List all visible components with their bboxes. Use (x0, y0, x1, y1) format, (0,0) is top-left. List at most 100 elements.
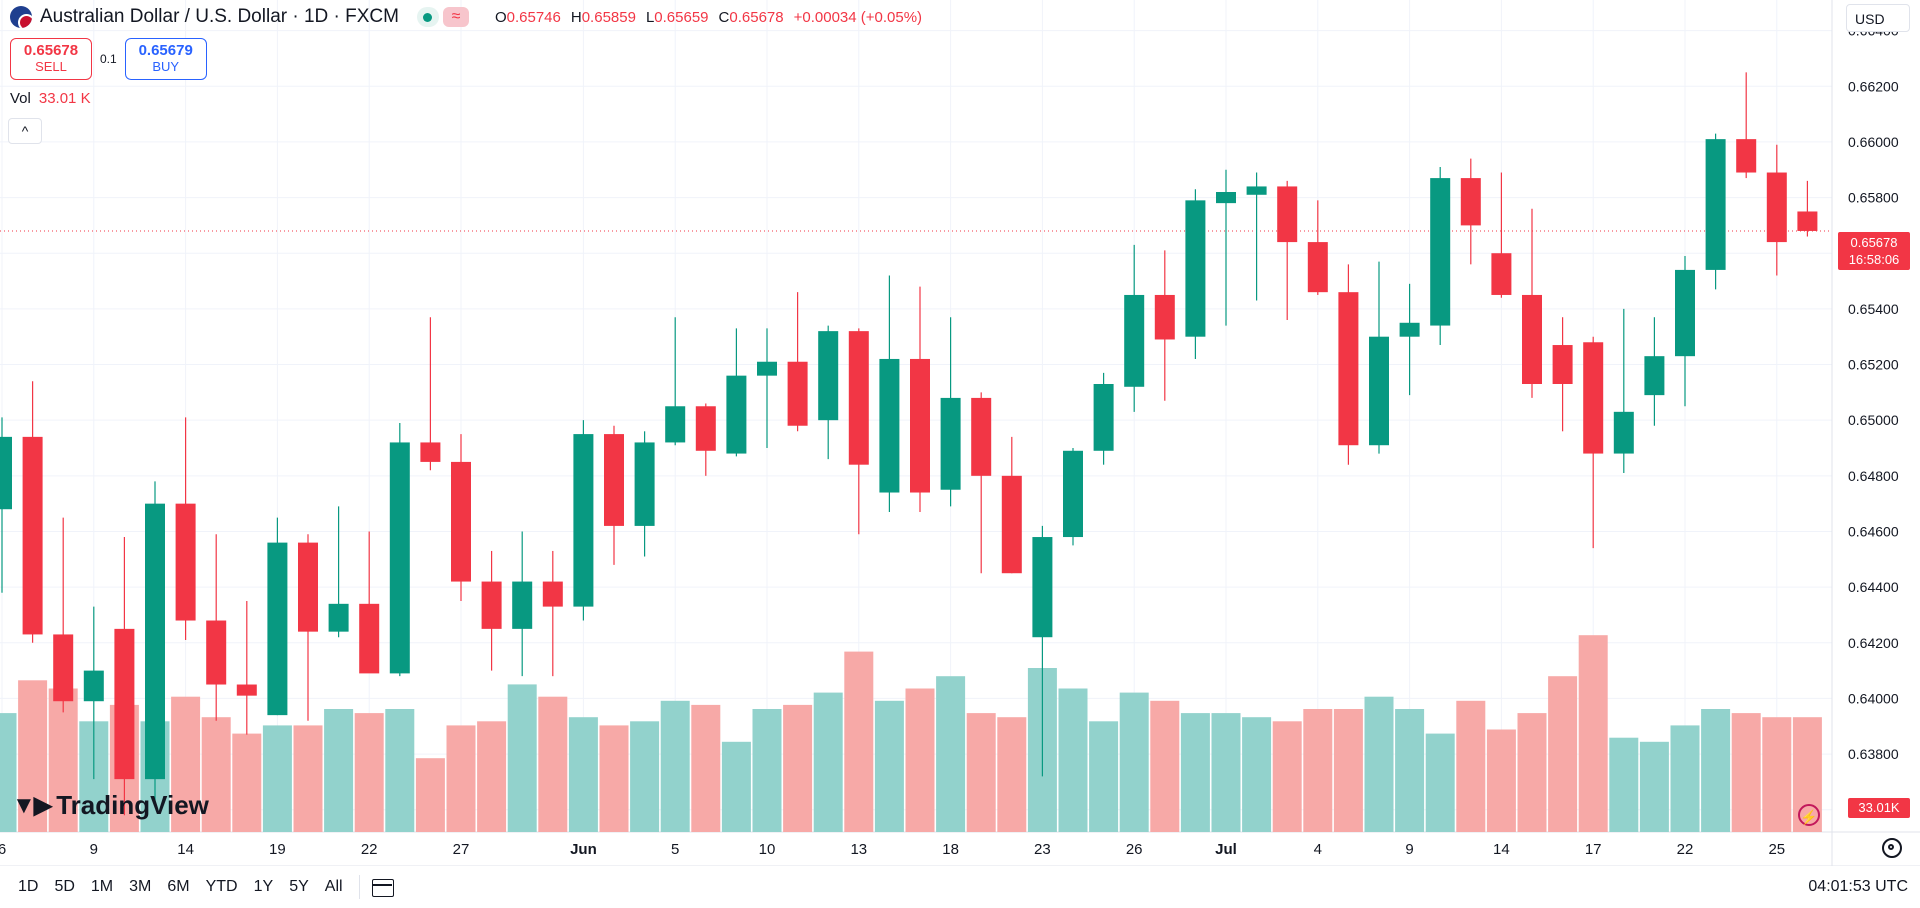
candle-body[interactable] (910, 358, 930, 493)
range-button-5y[interactable]: 5Y (289, 878, 309, 895)
candle-body[interactable] (1766, 172, 1787, 243)
candle-body[interactable] (53, 634, 74, 702)
volume-bar (752, 709, 782, 832)
volume-bar (1731, 713, 1761, 832)
sell-button[interactable]: 0.65678 SELL (10, 38, 92, 80)
candle-body[interactable] (389, 442, 410, 674)
volume-bar (446, 725, 476, 832)
candle-body[interactable] (1032, 537, 1053, 638)
candle-body[interactable] (420, 442, 441, 462)
indicator-wave-icon[interactable]: ≈ (442, 7, 469, 27)
candle-body[interactable] (1399, 322, 1420, 337)
candle-body[interactable] (665, 406, 686, 443)
volume-bar (538, 696, 568, 832)
utc-clock[interactable]: 04:01:53 UTC (1808, 878, 1908, 895)
candle-body[interactable] (757, 361, 777, 376)
candle-body[interactable] (940, 397, 961, 490)
candle-body[interactable] (573, 434, 594, 607)
currency-selector[interactable]: USD (1846, 4, 1910, 32)
candle-body[interactable] (1705, 139, 1726, 270)
collapse-legend-button[interactable]: ^ (8, 118, 42, 144)
candle-body[interactable] (145, 503, 165, 780)
buy-button[interactable]: 0.65679 BUY (124, 38, 207, 80)
candle-body[interactable] (83, 670, 104, 702)
candle-body[interactable] (1644, 356, 1665, 396)
candle-body[interactable] (328, 603, 349, 632)
volume-bar (262, 725, 292, 832)
candle-body[interactable] (22, 436, 43, 635)
candle-body[interactable] (1430, 178, 1451, 326)
lightning-icon[interactable]: ⚡ (1798, 804, 1820, 826)
range-button-1y[interactable]: 1Y (253, 878, 274, 895)
candle-body[interactable] (236, 684, 257, 696)
candle-body[interactable] (1124, 294, 1145, 387)
candle-body[interactable] (451, 461, 471, 582)
candle-body[interactable] (971, 397, 992, 476)
candle-body[interactable] (1093, 384, 1114, 451)
candle-body[interactable] (542, 581, 563, 607)
market-open-icon[interactable] (416, 7, 439, 27)
market-status[interactable]: ≈ (416, 7, 469, 27)
candle-body[interactable] (1460, 178, 1481, 226)
candle-body[interactable] (1491, 253, 1512, 295)
candle-body[interactable] (1552, 345, 1573, 384)
candle-body[interactable] (512, 581, 533, 629)
candle-body[interactable] (695, 406, 716, 451)
volume-bar (1211, 713, 1241, 832)
volume-bar (1548, 676, 1578, 832)
candle-body[interactable] (1307, 242, 1328, 293)
candle-body[interactable] (1001, 475, 1022, 574)
candle-body[interactable] (1063, 450, 1083, 538)
candle-body[interactable] (848, 331, 869, 465)
price-chart[interactable]: 0.664000.662000.660000.658000.656000.654… (0, 0, 1920, 866)
range-button-5d[interactable]: 5D (54, 878, 75, 895)
range-button-1d[interactable]: 1D (18, 878, 39, 895)
volume-bar (1762, 717, 1792, 832)
candle-body[interactable] (1675, 269, 1695, 357)
candle-body[interactable] (1185, 200, 1206, 337)
candle-body[interactable] (1583, 342, 1604, 454)
candle-body[interactable] (1338, 292, 1359, 446)
candle-body[interactable] (1154, 294, 1175, 340)
candle-body[interactable] (1277, 186, 1298, 243)
range-button-all[interactable]: All (324, 878, 343, 895)
candle-body[interactable] (175, 503, 196, 621)
candle-body[interactable] (1736, 139, 1757, 173)
candle-body[interactable] (114, 628, 135, 780)
candle-body[interactable] (1369, 336, 1389, 446)
range-button-1m[interactable]: 1M (90, 878, 114, 895)
candle-body[interactable] (1216, 192, 1236, 204)
candle-body[interactable] (726, 375, 747, 454)
bar-countdown: 16:58:06 (1848, 252, 1900, 267)
sell-price: 0.65678 (23, 42, 79, 59)
range-button-3m[interactable]: 3M (129, 878, 152, 895)
candle-body[interactable] (206, 620, 227, 685)
time-tick-label: 19 (269, 841, 286, 858)
volume-legend[interactable]: Vol 33.01 K (10, 90, 91, 107)
candle-body[interactable] (298, 542, 318, 632)
settings-gear-icon[interactable] (1882, 838, 1902, 858)
candle-body[interactable] (0, 436, 12, 510)
symbol-title[interactable]: Australian Dollar / U.S. Dollar · 1D · F… (40, 6, 399, 27)
tradingview-logo[interactable]: ▼▶ TradingView (12, 790, 209, 821)
price-tick-label: 0.65800 (1848, 190, 1899, 206)
volume-bar (171, 696, 201, 832)
candle-body[interactable] (1613, 411, 1634, 454)
candle-body[interactable] (481, 581, 502, 629)
candle-body[interactable] (267, 542, 288, 716)
candle-body[interactable] (359, 603, 380, 674)
candle-body[interactable] (787, 361, 808, 426)
candle-body[interactable] (1522, 294, 1542, 384)
calendar-goto-icon[interactable] (370, 875, 396, 899)
range-button-ytd[interactable]: YTD (205, 878, 238, 895)
sell-label: SELL (35, 59, 67, 74)
candle-body[interactable] (604, 434, 624, 526)
volume-bar (599, 725, 629, 832)
candle-body[interactable] (1246, 186, 1267, 195)
candle-body[interactable] (1797, 211, 1818, 231)
candle-body[interactable] (634, 442, 655, 526)
candle-body[interactable] (818, 331, 839, 421)
candle-body[interactable] (879, 358, 900, 493)
volume-bar (1456, 700, 1486, 832)
range-button-6m[interactable]: 6M (167, 878, 190, 895)
